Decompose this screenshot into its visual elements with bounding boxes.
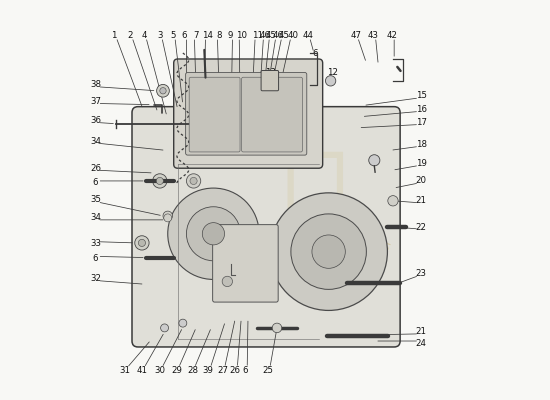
Circle shape	[163, 211, 173, 221]
Circle shape	[388, 196, 398, 206]
Text: 2: 2	[127, 31, 133, 40]
Text: 6: 6	[93, 254, 98, 263]
Circle shape	[186, 207, 240, 261]
Circle shape	[157, 84, 169, 97]
FancyBboxPatch shape	[132, 107, 400, 347]
Text: 15: 15	[416, 92, 427, 100]
Circle shape	[190, 177, 197, 184]
Text: 6: 6	[93, 178, 98, 188]
Text: 22: 22	[416, 222, 427, 232]
Text: 6: 6	[243, 366, 248, 374]
Text: 1: 1	[112, 31, 117, 40]
Text: 34: 34	[90, 137, 101, 146]
Text: 9: 9	[228, 31, 233, 40]
Text: 27: 27	[217, 366, 228, 374]
Text: 23: 23	[416, 269, 427, 278]
FancyBboxPatch shape	[174, 59, 323, 168]
Text: 7: 7	[194, 31, 199, 40]
Circle shape	[156, 177, 163, 184]
Text: 26: 26	[230, 366, 241, 374]
Text: 43: 43	[368, 31, 379, 40]
Circle shape	[153, 174, 167, 188]
Text: 47: 47	[350, 31, 361, 40]
Text: 46: 46	[272, 31, 283, 40]
Text: 42: 42	[387, 31, 398, 40]
Text: since 1985: since 1985	[326, 224, 391, 256]
Circle shape	[291, 214, 366, 289]
Text: 30: 30	[155, 366, 166, 374]
Circle shape	[368, 155, 380, 166]
Circle shape	[326, 76, 336, 86]
Circle shape	[222, 276, 233, 286]
Text: 28: 28	[187, 366, 198, 374]
Text: 32: 32	[90, 274, 101, 283]
Text: 19: 19	[416, 159, 427, 168]
Circle shape	[160, 88, 166, 94]
Text: 25: 25	[262, 366, 273, 374]
Text: 3: 3	[157, 31, 163, 40]
Circle shape	[161, 324, 168, 332]
Text: 21: 21	[416, 196, 427, 205]
Circle shape	[202, 223, 224, 245]
Text: 24: 24	[416, 338, 427, 348]
Text: 26: 26	[90, 164, 101, 173]
Text: 37: 37	[90, 97, 101, 106]
Text: 6: 6	[312, 49, 317, 58]
Circle shape	[186, 174, 201, 188]
Text: 14: 14	[202, 31, 213, 40]
Circle shape	[179, 319, 187, 327]
Text: 8: 8	[217, 31, 222, 40]
Text: 16: 16	[416, 105, 427, 114]
Text: 18: 18	[416, 140, 427, 149]
Circle shape	[270, 193, 387, 310]
Circle shape	[164, 214, 172, 222]
Text: 21: 21	[416, 327, 427, 336]
Text: 33: 33	[90, 239, 101, 248]
Text: 6: 6	[182, 31, 187, 40]
Text: 🐂: 🐂	[282, 146, 348, 254]
Text: 31: 31	[119, 366, 130, 374]
Text: 38: 38	[90, 80, 101, 89]
Text: 39: 39	[203, 366, 214, 374]
Text: 20: 20	[416, 176, 427, 186]
Text: 41: 41	[136, 366, 147, 374]
Text: 17: 17	[416, 118, 427, 127]
Text: 40: 40	[288, 31, 299, 40]
Text: 45: 45	[266, 31, 277, 40]
Text: 13: 13	[265, 68, 276, 77]
Text: 12: 12	[327, 68, 338, 77]
Text: a passion for cars: a passion for cars	[287, 263, 366, 296]
Circle shape	[272, 323, 282, 333]
Text: 36: 36	[90, 116, 101, 125]
FancyBboxPatch shape	[241, 77, 302, 152]
Text: 44: 44	[302, 31, 313, 40]
Circle shape	[312, 235, 345, 268]
Circle shape	[135, 236, 149, 250]
Circle shape	[139, 239, 146, 246]
Text: 46: 46	[260, 31, 271, 40]
Text: 4: 4	[141, 31, 147, 40]
FancyBboxPatch shape	[213, 225, 278, 302]
Text: 10: 10	[236, 31, 247, 40]
Text: 35: 35	[90, 196, 101, 204]
FancyBboxPatch shape	[261, 70, 279, 91]
Text: 29: 29	[171, 366, 182, 374]
Text: 5: 5	[170, 31, 175, 40]
Circle shape	[168, 188, 259, 280]
FancyBboxPatch shape	[186, 72, 307, 155]
FancyBboxPatch shape	[189, 77, 240, 152]
Text: 11: 11	[252, 31, 263, 40]
Text: 45: 45	[278, 31, 289, 40]
Text: 34: 34	[90, 213, 101, 222]
